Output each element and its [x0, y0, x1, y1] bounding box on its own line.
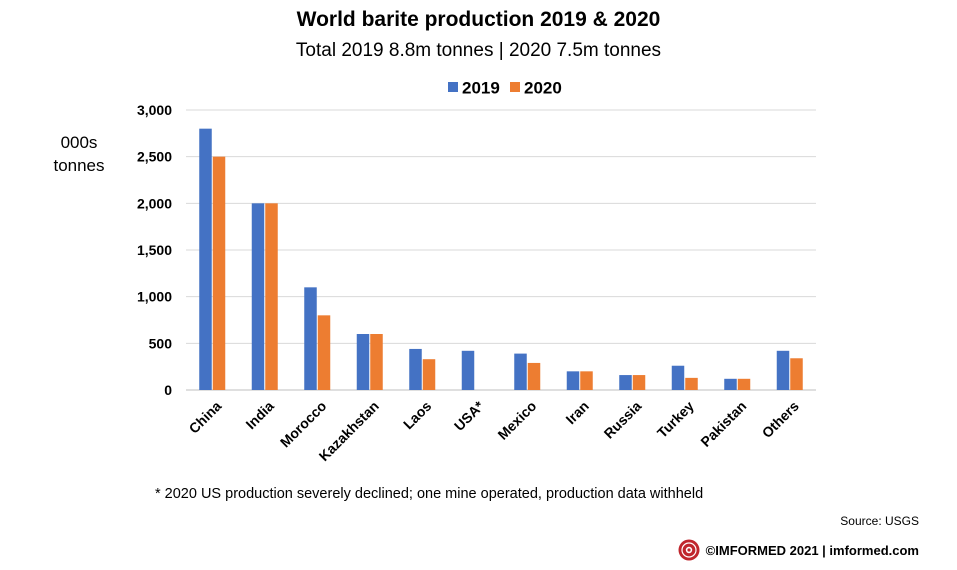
bar-2019-others [776, 350, 790, 390]
x-tick-label: Iran [562, 398, 591, 427]
chart-subtitle: Total 2019 8.8m tonnes | 2020 7.5m tonne… [295, 40, 662, 61]
bar-2020-india [265, 203, 278, 390]
legend-swatch-2019 [448, 82, 458, 92]
bar-2020-russia [632, 375, 646, 390]
source-note: Source: USGS [840, 514, 919, 528]
y-tick-label: 500 [149, 335, 173, 351]
bar-2019-laos [409, 348, 422, 390]
x-tick-label: USA* [451, 397, 487, 433]
bar-2019-turkey [671, 365, 685, 390]
y-tick-label: 3,000 [137, 102, 172, 118]
bar-2020-pakistan [737, 378, 751, 390]
x-tick-label: India [242, 398, 277, 433]
bar-2019-pakistan [724, 378, 737, 390]
y-axis-label: 000s tonnes [53, 133, 105, 175]
credit-text: ©IMFORMED 2021 | imformed.com [705, 542, 919, 558]
x-tick-label: Morocco [277, 398, 330, 451]
bar-2020-china [212, 156, 226, 390]
bar-2019-usa [461, 350, 475, 390]
y-tick-label: 0 [164, 382, 172, 398]
bar-2019-india [251, 203, 265, 390]
bar-2019-russia [619, 375, 632, 390]
bar-2020-kazakhstan [370, 334, 383, 390]
x-tick-label: Pakistan [697, 398, 749, 450]
y-tick-label: 2,000 [137, 195, 172, 211]
credit-line: ©IMFORMED 2021 | imformed.com [678, 539, 919, 561]
x-tick-label: Russia [601, 398, 645, 442]
x-tick-label: Laos [400, 398, 435, 433]
bar-2020-morocco [317, 315, 331, 390]
bar-2019-mexico [514, 353, 527, 390]
y-tick-label: 1,500 [137, 242, 172, 258]
bar-2020-others [790, 358, 803, 390]
x-tick-label: China [186, 398, 225, 437]
y-tick-label: 1,000 [137, 289, 172, 305]
bar-2020-turkey [685, 377, 698, 390]
x-tick-label: Turkey [654, 398, 697, 441]
bar-2019-morocco [304, 287, 317, 390]
bar-2020-iran [580, 371, 593, 390]
x-tick-label: Others [759, 398, 802, 441]
y-tick-label: 2,500 [137, 149, 172, 165]
footnote: * 2020 US production severely declined; … [155, 486, 704, 502]
bar-2019-kazakhstan [356, 334, 370, 390]
bar-2020-mexico [527, 362, 541, 390]
imformed-logo-icon [678, 539, 700, 561]
bar-2020-laos [422, 359, 436, 390]
x-tick-label: Mexico [494, 398, 539, 443]
legend-label-2020: 2020 [524, 79, 562, 98]
bar-2019-china [199, 128, 212, 390]
legend-swatch-2020 [510, 82, 520, 92]
chart-title: World barite production 2019 & 2020 [296, 8, 661, 31]
legend-label-2019: 2019 [462, 79, 500, 98]
bar-2019-iran [566, 371, 580, 390]
